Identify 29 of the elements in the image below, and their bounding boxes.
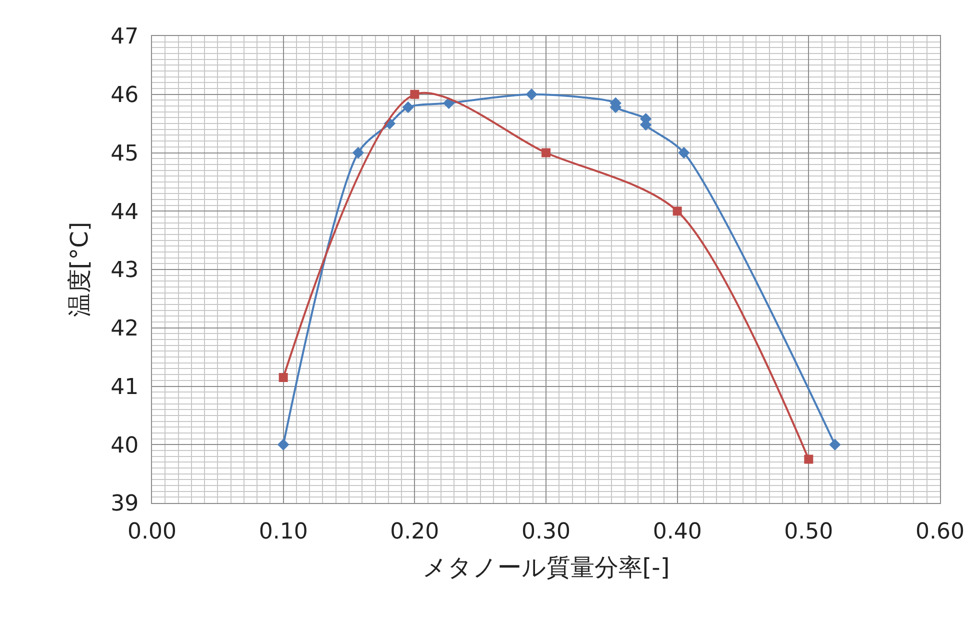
point — [804, 454, 814, 464]
point — [277, 438, 290, 450]
y-tick-label: 47 — [110, 24, 139, 50]
y-tick-label: 41 — [110, 374, 139, 400]
y-tick-label: 44 — [110, 200, 139, 225]
point — [526, 88, 538, 100]
y-tick-label: 43 — [110, 258, 139, 284]
point — [542, 148, 550, 158]
point — [402, 101, 414, 114]
point — [278, 372, 288, 382]
x-tick-label: 0.20 — [390, 519, 440, 544]
y-axis-title: 温度[°C] — [66, 222, 94, 318]
y-tick-label: 42 — [110, 316, 139, 342]
x-tick-label: 0.00 — [128, 519, 176, 544]
x-tick-label: 0.40 — [652, 519, 702, 544]
y-tick-label: 45 — [110, 141, 139, 166]
point — [678, 146, 690, 159]
y-tick-label: 46 — [110, 83, 139, 108]
x-tick-label: 0.50 — [784, 519, 834, 544]
point — [672, 206, 682, 216]
x-axis-title: メタノール質量分率[-] — [422, 554, 670, 582]
y-tick-label: 40 — [110, 433, 139, 458]
x-tick-label: 0.10 — [258, 519, 308, 544]
point — [410, 90, 420, 99]
y-tick-label: 39 — [110, 492, 139, 517]
x-tick-label: 0.60 — [916, 519, 964, 544]
point — [352, 146, 364, 159]
x-tick-label: 0.30 — [522, 519, 570, 544]
point — [829, 438, 841, 450]
